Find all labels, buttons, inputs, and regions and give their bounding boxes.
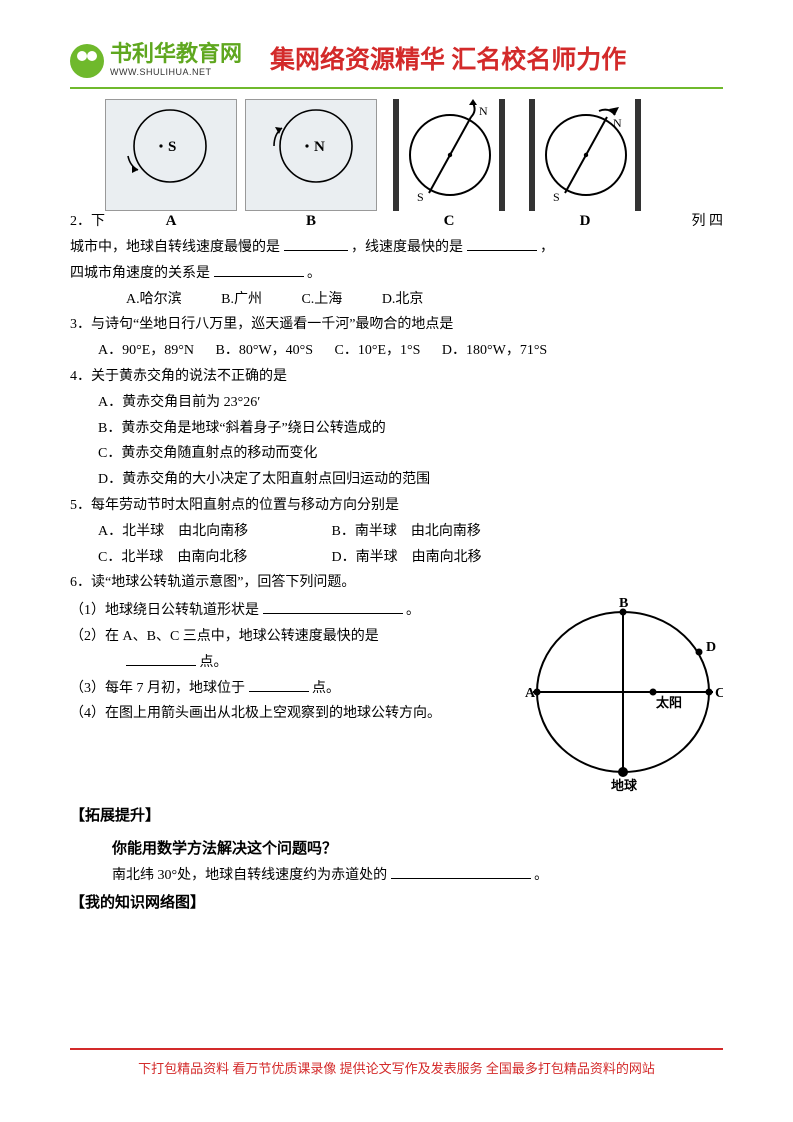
diagram-d-label: D [521, 209, 649, 235]
diagram-a-center: S [168, 139, 176, 155]
q2-opt-a: A.哈尔滨 [126, 288, 182, 312]
q6-sub1b: 。 [406, 603, 420, 618]
q3-opt-a: A．90°E，89°N [98, 339, 194, 363]
q6-stem: 6．读“地球公转轨道示意图”，回答下列问题。 [70, 571, 723, 595]
diagram-a: S [105, 99, 237, 211]
diagram-c-label: C [385, 209, 513, 235]
logo-icon [70, 44, 104, 78]
page-footer: 下打包精品资料 看万节优质课录像 提供论文写作及发表服务 全国最多打包精品资料的… [0, 1046, 793, 1080]
diagram-d-s: S [553, 190, 560, 204]
extension-q: 你能用数学方法解决这个问题吗？ [70, 836, 723, 862]
q6-blank2 [126, 651, 196, 666]
q2-options: A.哈尔滨 B.广州 C.上海 D.北京 [70, 288, 723, 312]
q6-blank1 [263, 599, 403, 614]
q2-opt-b: B.广州 [221, 288, 262, 312]
q6-sub2: （2）在 A、B、C 三点中，地球公转速度最快的是 [70, 625, 513, 649]
diagram-a-label: A [105, 209, 237, 235]
q2-line3a: 四城市角速度的关系是 [70, 266, 210, 281]
ext-line-a: 南北纬 30°处，地球自转线速度约为赤道处的 [112, 868, 387, 883]
site-header: 书利华教育网 WWW.SHULIHUA.NET 集网络资源精华 汇名校名师力作 [70, 40, 723, 83]
q6-sub3: （3）每年 7 月初，地球位于 点。 [70, 677, 513, 701]
q5-opt-d: D．南半球 由南向北移 [332, 550, 482, 565]
q2-blank1 [284, 236, 348, 251]
q4-opt-c: C．黄赤交角随直射点的移动而变化 [70, 442, 723, 466]
q4-opt-b: B．黄赤交角是地球“斜着身子”绕日公转造成的 [70, 417, 723, 441]
q2-line3: 四城市角速度的关系是 。 [70, 262, 723, 286]
footer-text: 下打包精品资料 看万节优质课录像 提供论文写作及发表服务 全国最多打包精品资料的… [70, 1058, 723, 1080]
brand-cn: 书利华教育网 [110, 43, 242, 65]
q5-row1: A．北半球 由北向南移 B．南半球 由北向南移 [70, 520, 723, 544]
diagram-b-wrap: N B [245, 99, 377, 235]
q6-sub1a: （1）地球绕日公转轨道形状是 [70, 603, 259, 618]
q6-sub2a: （2）在 A、B、C 三点中，地球公转速度最快的是 [70, 629, 379, 644]
q5-row2: C．北半球 由南向北移 D．南半球 由南向北移 [70, 546, 723, 570]
diagrams-row: S A N [105, 99, 692, 235]
svg-text:C: C [715, 686, 723, 701]
q3-opt-d: D．180°W，71°S [442, 339, 547, 363]
q2-blank3 [214, 262, 304, 277]
diagram-b-center: N [314, 139, 325, 155]
diagram-c: N S [385, 99, 513, 211]
q3-stem: 3．与诗句“坐地日行八万里，巡天遥看一千河”最吻合的地点是 [70, 313, 723, 337]
q6-blank3 [249, 677, 309, 692]
extension-title: 【拓展提升】 [70, 803, 723, 829]
q4-opt-a: A．黄赤交角目前为 23°26′ [70, 391, 723, 415]
q2-suffix: 列 四 [692, 210, 724, 234]
diagram-c-s: S [417, 190, 424, 204]
q3-options: A．90°E，89°N B．80°W，40°S C．10°E，1°S D．180… [70, 339, 723, 363]
q2-line2b: ，线速度最快的是 [351, 240, 463, 255]
q6-sub1: （1）地球绕日公转轨道形状是 。 [70, 599, 513, 623]
orbit-diagram: A B C D 太阳 地球 [523, 597, 723, 801]
q2-row1: 2．下 S A [70, 99, 723, 235]
q3-opt-c: C．10°E，1°S [335, 339, 421, 363]
q2-blank2 [467, 236, 537, 251]
q2-line2a: 城市中，地球自转线速度最慢的是 [70, 240, 280, 255]
footer-divider [70, 1048, 723, 1050]
q6-sub3a: （3）每年 7 月初，地球位于 [70, 681, 245, 696]
diagram-b: N [245, 99, 377, 211]
diagram-d: N S [521, 99, 649, 211]
q6-sub2bb: 点。 [200, 655, 228, 670]
svg-text:地球: 地球 [611, 778, 638, 792]
q4-opt-d: D．黄赤交角的大小决定了太阳直射点回归运动的范围 [70, 468, 723, 492]
diagram-c-wrap: N S C [385, 99, 513, 235]
q2-line2: 城市中，地球自转线速度最慢的是 ，线速度最快的是 ， [70, 236, 723, 260]
svg-text:D: D [706, 640, 716, 655]
extension-line: 南北纬 30°处，地球自转线速度约为赤道处的 。 [70, 864, 723, 888]
knowledge-net-title: 【我的知识网络图】 [70, 890, 723, 916]
svg-text:B: B [619, 597, 628, 611]
q2-prefix: 2．下 [70, 210, 105, 234]
q5-opt-c: C．北半球 由南向北移 [98, 546, 328, 570]
diagram-d-n: N [613, 116, 622, 130]
diagram-b-label: B [245, 209, 377, 235]
site-logo: 书利华教育网 WWW.SHULIHUA.NET [70, 43, 242, 80]
header-divider [70, 87, 723, 89]
q6-sub2b: 点。 [70, 651, 513, 675]
q2-line2c: ， [540, 240, 554, 255]
header-slogan: 集网络资源精华 汇名校名师力作 [270, 40, 626, 83]
diagram-a-wrap: S A [105, 99, 237, 235]
q2-opt-c: C.上海 [301, 288, 342, 312]
q4-stem: 4．关于黄赤交角的说法不正确的是 [70, 365, 723, 389]
diagram-d-wrap: N S D [521, 99, 649, 235]
diagram-c-n: N [479, 104, 488, 118]
q2-opt-d: D.北京 [382, 288, 424, 312]
q3-opt-b: B．80°W，40°S [215, 339, 313, 363]
brand-en: WWW.SHULIHUA.NET [110, 65, 242, 80]
ext-blank [391, 864, 531, 879]
q5-opt-b: B．南半球 由北向南移 [332, 524, 481, 539]
svg-text:A: A [525, 686, 536, 701]
q2-line3b: 。 [307, 266, 321, 281]
ext-line-b: 。 [534, 868, 548, 883]
q6-sub4: （4）在图上用箭头画出从北极上空观察到的地球公转方向。 [70, 702, 513, 726]
q5-opt-a: A．北半球 由北向南移 [98, 520, 328, 544]
q5-stem: 5．每年劳动节时太阳直射点的位置与移动方向分别是 [70, 494, 723, 518]
q6-sub3b: 点。 [312, 681, 340, 696]
svg-text:太阳: 太阳 [655, 695, 682, 710]
